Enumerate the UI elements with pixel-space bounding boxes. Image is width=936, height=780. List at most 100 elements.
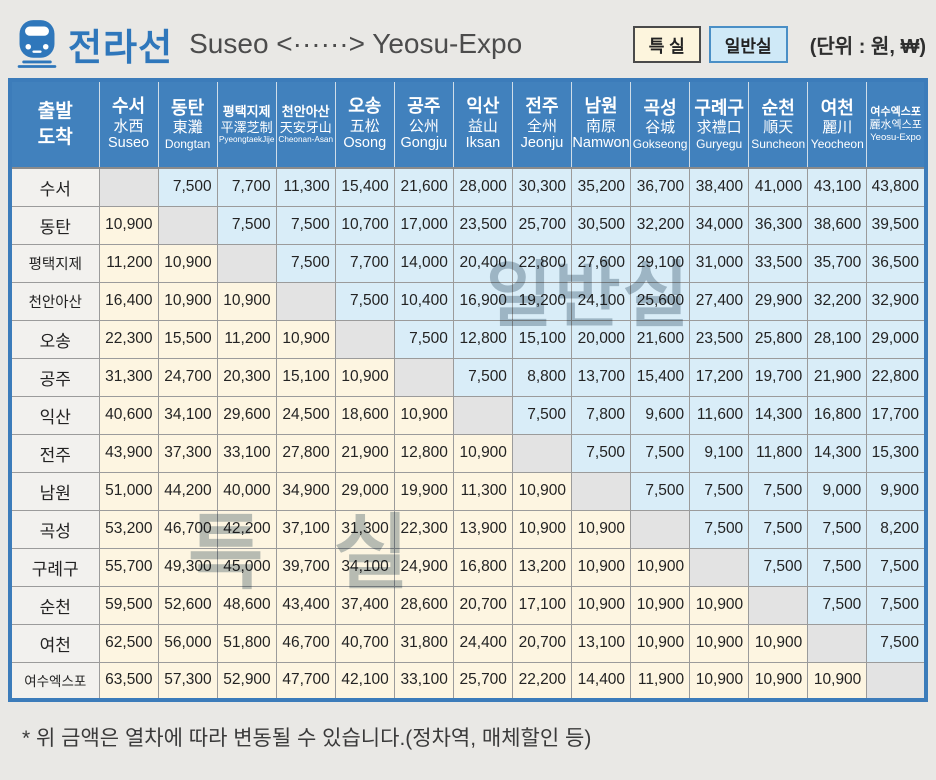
fare-cell: 7,500 bbox=[393, 319, 454, 359]
fare-cell: 10,900 bbox=[630, 547, 691, 587]
fare-cell bbox=[452, 395, 513, 435]
fare-cell: 10,900 bbox=[689, 585, 750, 625]
fare-cell: 18,600 bbox=[334, 395, 395, 435]
fare-cell: 7,500 bbox=[275, 205, 336, 245]
fare-cell: 7,500 bbox=[689, 471, 750, 511]
footnote: * 위 금액은 열차에 따라 변동될 수 있습니다.(정차역, 매체할인 등) bbox=[22, 727, 592, 750]
fare-cell: 22,300 bbox=[98, 319, 159, 359]
fare-cell: 10,900 bbox=[748, 661, 809, 701]
fare-cell: 7,500 bbox=[511, 395, 573, 435]
fare-cell: 9,100 bbox=[689, 433, 750, 473]
legend-special-badge: 특 실 bbox=[632, 25, 701, 63]
fare-cell: 9,600 bbox=[630, 395, 691, 435]
fare-cell: 10,900 bbox=[157, 281, 218, 321]
fare-cell: 9,000 bbox=[807, 471, 868, 511]
fare-cell: 22,200 bbox=[511, 661, 573, 701]
fare-cell: 51,800 bbox=[216, 623, 277, 663]
fare-cell: 7,700 bbox=[334, 243, 395, 283]
fare-cell: 24,900 bbox=[393, 547, 454, 587]
fare-cell: 27,600 bbox=[570, 243, 632, 283]
fare-cell: 36,300 bbox=[748, 205, 809, 245]
row-header-cheonan-asan: 천안아산 bbox=[9, 281, 100, 321]
fare-cell: 29,900 bbox=[748, 281, 809, 321]
fare-cell: 39,700 bbox=[275, 547, 336, 587]
line-title: 전라선 bbox=[68, 27, 174, 68]
fare-cell: 47,700 bbox=[275, 661, 336, 701]
table-row: 동탄 10,900 7,500 7,500 10,700 17,000 23,500 25,7… bbox=[9, 205, 927, 245]
fare-table: 출발 도착 수서 水西 Suseo 동탄 東灘 Dongtan 평택지제 平澤芝制 Pyeongta… bbox=[8, 78, 928, 702]
fare-cell: 51,000 bbox=[98, 471, 159, 511]
row-header-suseo: 수서 bbox=[9, 167, 100, 207]
table-row: 평택지제 11,200 10,900 7,500 7,700 14,000 20,400 22… bbox=[9, 243, 927, 283]
table-row: 남원 51,000 44,200 40,000 34,900 29,000 19,900 11… bbox=[9, 471, 927, 511]
fare-cell: 7,500 bbox=[866, 547, 927, 587]
fare-cell: 7,500 bbox=[630, 433, 691, 473]
fare-cell: 36,700 bbox=[630, 167, 691, 207]
fare-cell: 22,300 bbox=[393, 509, 454, 549]
fare-cell: 7,500 bbox=[630, 471, 691, 511]
fare-cell: 43,900 bbox=[98, 433, 159, 473]
fare-cell: 34,100 bbox=[157, 395, 218, 435]
fare-cell: 7,500 bbox=[807, 585, 868, 625]
fare-cell: 10,900 bbox=[570, 547, 632, 587]
fare-cell: 30,500 bbox=[570, 205, 632, 245]
fare-cell: 19,200 bbox=[511, 281, 573, 321]
col-header-jeonju: 전주 全州 Jeonju bbox=[511, 80, 572, 169]
fare-cell: 20,400 bbox=[452, 243, 513, 283]
fare-cell: 10,900 bbox=[570, 585, 632, 625]
fare-cell: 7,500 bbox=[748, 471, 809, 511]
table-row: 수서 7,500 7,700 11,300 15,400 21,600 28,000 30,3… bbox=[9, 167, 927, 207]
fare-cell: 40,600 bbox=[98, 395, 159, 435]
fare-cell: 43,400 bbox=[275, 585, 336, 625]
fare-cell: 8,800 bbox=[511, 357, 573, 397]
fare-cell: 10,900 bbox=[689, 661, 750, 701]
col-header-yeocheon: 여천 麗川 Yeocheon bbox=[807, 80, 867, 169]
fare-cell: 10,900 bbox=[334, 357, 395, 397]
fare-cell: 7,500 bbox=[807, 547, 868, 587]
col-header-suseo: 수서 水西 Suseo bbox=[98, 80, 159, 169]
fare-cell: 34,900 bbox=[275, 471, 336, 511]
fare-cell: 24,100 bbox=[570, 281, 632, 321]
fare-cell: 29,000 bbox=[866, 319, 927, 359]
fare-cell: 46,700 bbox=[275, 623, 336, 663]
fare-cell: 31,800 bbox=[393, 623, 454, 663]
table-row: 공주 31,300 24,700 20,300 15,100 10,900 7,500 8,8… bbox=[9, 357, 927, 397]
fare-cell: 10,900 bbox=[393, 395, 454, 435]
fare-cell: 32,200 bbox=[630, 205, 691, 245]
fare-cell: 13,200 bbox=[511, 547, 573, 587]
fare-cell: 37,400 bbox=[334, 585, 395, 625]
fare-cell: 13,900 bbox=[452, 509, 513, 549]
fare-cell: 38,400 bbox=[689, 167, 750, 207]
fare-cell bbox=[748, 585, 809, 625]
fare-cell: 28,100 bbox=[807, 319, 868, 359]
fare-cell: 35,700 bbox=[807, 243, 868, 283]
row-header-gongju: 공주 bbox=[9, 357, 100, 397]
fare-cell: 10,900 bbox=[452, 433, 513, 473]
fare-cell: 10,900 bbox=[216, 281, 277, 321]
fare-cell: 16,900 bbox=[452, 281, 513, 321]
fare-cell bbox=[570, 471, 632, 511]
table-row: 곡성 53,200 46,700 42,200 37,100 31,300 22,300 13… bbox=[9, 509, 927, 549]
table-row: 구례구 55,700 49,300 45,000 39,700 34,100 24,900 1… bbox=[9, 547, 927, 587]
fare-cell: 33,100 bbox=[216, 433, 277, 473]
fare-cell: 7,500 bbox=[216, 205, 277, 245]
fare-cell: 59,500 bbox=[98, 585, 159, 625]
fare-cell: 10,900 bbox=[511, 509, 573, 549]
fare-cell: 16,400 bbox=[98, 281, 159, 321]
fare-cell: 7,500 bbox=[866, 623, 927, 663]
fare-cell bbox=[334, 319, 395, 359]
fare-cell: 17,700 bbox=[866, 395, 927, 435]
col-header-pyeongtaekjije: 평택지제 平澤芝制 PyeongtaekJije bbox=[216, 80, 277, 169]
fare-cell: 25,600 bbox=[630, 281, 691, 321]
fare-cell: 56,000 bbox=[157, 623, 218, 663]
fare-cell: 37,100 bbox=[275, 509, 336, 549]
table-row: 천안아산 16,400 10,900 10,900 7,500 10,400 16,900 1… bbox=[9, 281, 927, 321]
fare-cell: 17,000 bbox=[393, 205, 454, 245]
fare-cell: 10,900 bbox=[630, 585, 691, 625]
table-row: 익산 40,600 34,100 29,600 24,500 18,600 10,900 7,… bbox=[9, 395, 927, 435]
row-header-yeocheon: 여천 bbox=[9, 623, 100, 663]
row-header-namwon: 남원 bbox=[9, 471, 100, 511]
col-header-dongtan: 동탄 東灘 Dongtan bbox=[157, 80, 218, 169]
fare-cell: 23,500 bbox=[689, 319, 750, 359]
